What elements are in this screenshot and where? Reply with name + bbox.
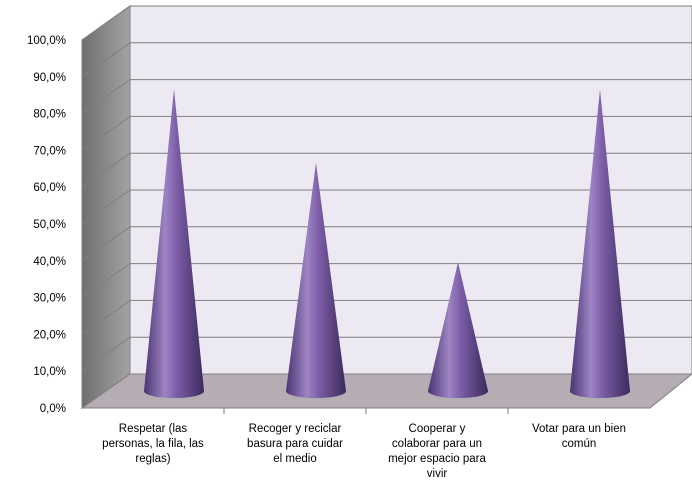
y-tick-label: 40,0% xyxy=(33,256,66,268)
y-tick-label: 90,0% xyxy=(33,72,66,84)
cone-series xyxy=(144,89,630,399)
gridline-side xyxy=(81,5,131,41)
cone-body xyxy=(286,162,346,398)
gridline-side xyxy=(81,299,131,335)
gridline-side xyxy=(81,336,131,372)
cone-body xyxy=(144,89,204,399)
y-tick-label: 50,0% xyxy=(33,219,66,231)
cone-bar xyxy=(144,89,204,399)
gridline-side xyxy=(81,79,131,115)
x-category-label: Cooperar y colaborar para un mejor espacio… xyxy=(388,423,486,480)
gridline-side xyxy=(81,42,131,78)
gridline-side xyxy=(81,115,131,151)
y-tick-label: 80,0% xyxy=(33,109,66,121)
x-category-label: Recoger y reciclar basura para cuidar el m… xyxy=(247,423,343,465)
cone-bar xyxy=(570,89,630,399)
y-tick-label: 100,0% xyxy=(27,35,66,47)
y-tick-label: 60,0% xyxy=(33,182,66,194)
y-axis-tick-labels: 0,0% 10,0% 20,0% 30,0% 40,0% 50,0% 60,0% 70,0% 8… xyxy=(27,35,66,415)
y-tick-label: 30,0% xyxy=(33,293,66,305)
cone-bar xyxy=(286,162,346,398)
cone-body xyxy=(428,262,488,398)
cone-body xyxy=(570,89,630,399)
x-axis-category-labels: Respetar (las personas, la fila, las regla… xyxy=(102,408,626,480)
gridline-side xyxy=(81,263,131,299)
y-tick-label: 70,0% xyxy=(33,145,66,157)
gridline-side xyxy=(81,152,131,188)
cone-bar xyxy=(428,262,488,398)
gridline-side xyxy=(81,189,131,225)
y-tick-label: 20,0% xyxy=(33,329,66,341)
y-tick-label: 10,0% xyxy=(33,366,66,378)
gridline-side xyxy=(81,226,131,262)
x-category-label: Votar para un bien común xyxy=(532,423,626,450)
y-tick-label: 0,0% xyxy=(40,403,66,415)
x-category-label: Respetar (las personas, la fila, las regla… xyxy=(102,423,204,465)
